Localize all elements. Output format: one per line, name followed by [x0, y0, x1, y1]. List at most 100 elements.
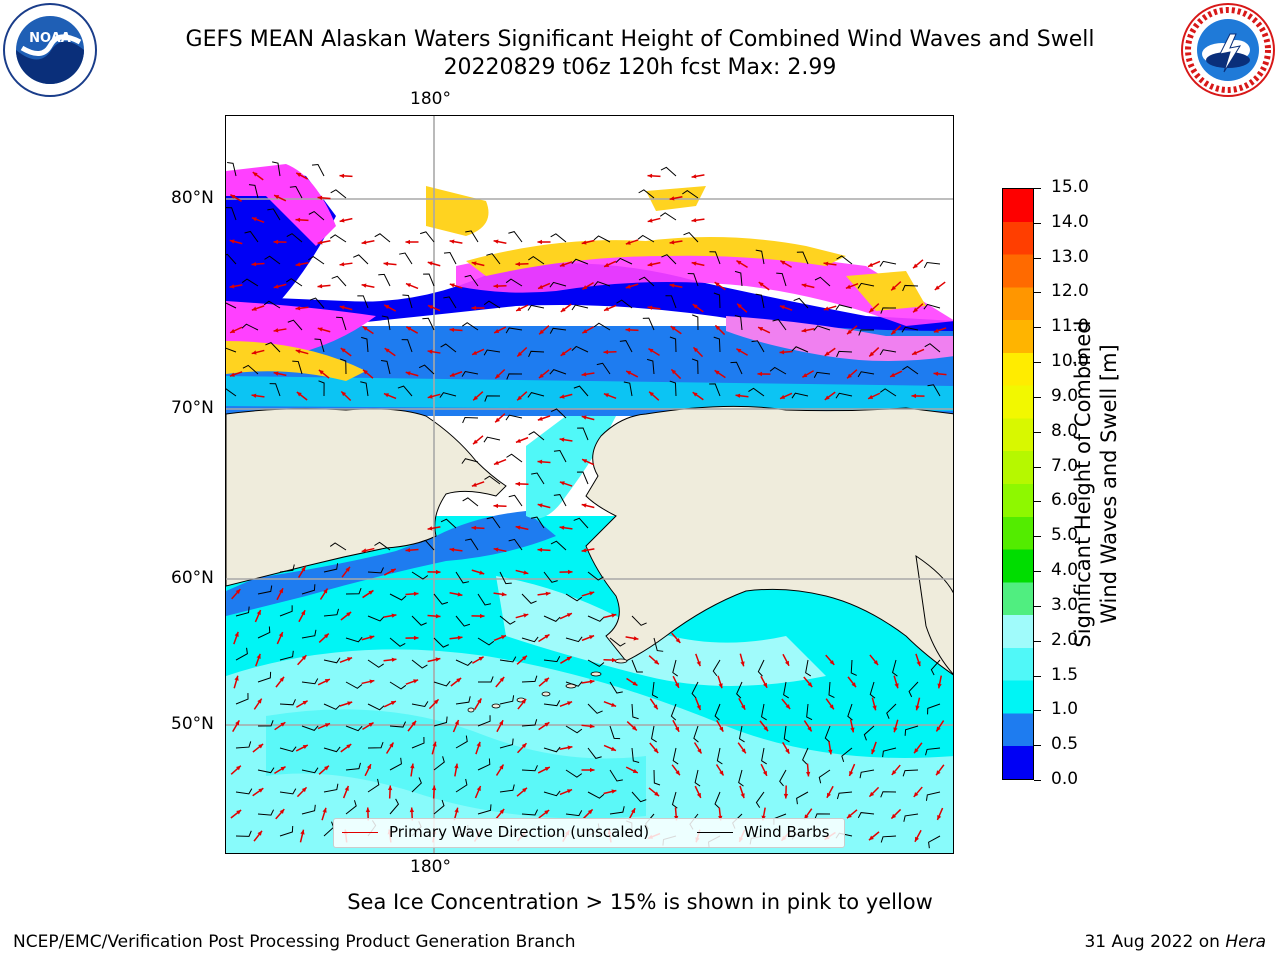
wind-barb — [565, 681, 583, 687]
wind-barb — [464, 538, 479, 551]
wave-direction-arrowhead — [631, 725, 637, 731]
wave-direction-arrowhead — [914, 748, 919, 754]
wave-direction-arrowhead — [383, 261, 389, 266]
wind-barb — [836, 255, 853, 265]
wave-direction-arrowhead — [937, 683, 942, 689]
wave-direction-arrowhead — [647, 305, 653, 310]
wave-direction-arrowhead — [537, 416, 543, 421]
wind-barb — [550, 540, 567, 551]
wave-direction-arrowhead — [691, 218, 697, 223]
lat-label-80n: 80°N — [171, 188, 214, 208]
wave-direction-arrowhead — [449, 327, 455, 333]
wind-barb — [637, 234, 655, 243]
wind-barb — [433, 680, 451, 687]
wind-barb — [483, 300, 501, 309]
wind-barb — [439, 392, 457, 398]
wave-direction-arrowhead — [869, 351, 875, 357]
wave-direction-arrowhead — [763, 726, 769, 732]
wind-barb — [550, 233, 567, 243]
wave-direction-arrowhead — [736, 260, 742, 265]
wind-barb — [378, 273, 391, 287]
wave-direction-arrowhead — [301, 610, 306, 616]
wave-direction-arrowhead — [515, 481, 521, 487]
wave-direction-arrowhead — [347, 701, 353, 706]
wave-direction-arrowhead — [559, 437, 565, 442]
wind-barb — [847, 703, 853, 721]
wave-direction-arrowhead — [390, 701, 396, 706]
wave-direction-arrowhead — [559, 525, 565, 530]
wind-barb — [353, 254, 369, 265]
wind-barb — [433, 716, 448, 727]
wave-direction-arrowhead — [785, 704, 791, 710]
wind-barb — [543, 790, 561, 797]
wind-barb — [691, 358, 699, 375]
wave-direction-arrowhead — [913, 307, 918, 313]
wind-barb — [226, 347, 237, 353]
lat-label-60n: 60°N — [171, 568, 214, 588]
wave-direction-arrowhead — [391, 613, 397, 618]
wind-barb — [734, 314, 743, 331]
wave-direction-arrowhead — [824, 395, 830, 400]
wind-barb — [879, 388, 897, 397]
wind-barb — [653, 637, 664, 652]
wind-barb — [828, 681, 835, 699]
wind-barb — [499, 695, 515, 705]
wind-barb — [397, 385, 413, 397]
wind-barb — [927, 703, 941, 715]
colorbar-tick-label: 11.0 — [1051, 316, 1089, 337]
wave-direction-arrowhead — [823, 306, 829, 311]
wave-direction-arrowhead — [868, 835, 874, 841]
wind-barb — [257, 626, 271, 639]
legend-barb-swatch — [697, 832, 733, 833]
wind-barb — [462, 497, 479, 507]
wave-direction-arrowhead — [587, 809, 593, 815]
wind-barb — [301, 584, 316, 595]
wind-barb — [345, 636, 363, 643]
wind-barb — [361, 336, 369, 353]
wave-direction-arrowhead — [405, 371, 411, 376]
wave-direction-arrowhead — [611, 702, 617, 707]
wave-direction-arrowhead — [691, 261, 697, 266]
wave-direction-arrowhead — [779, 349, 785, 355]
wave-direction-arrowhead — [295, 217, 301, 223]
wave-direction-arrowhead — [647, 218, 653, 223]
wind-barb — [748, 387, 765, 397]
swell-band-2 — [266, 709, 646, 819]
colorbar-tick-mark — [1034, 780, 1041, 781]
wind-barb — [587, 703, 603, 714]
wind-barb — [670, 703, 677, 721]
wave-direction-arrowhead — [740, 661, 745, 667]
wave-direction-arrowhead — [517, 351, 523, 357]
footer-date: 31 Aug 2022 on Hera — [1084, 932, 1266, 952]
wind-barb — [521, 765, 538, 772]
wind-barb — [593, 281, 611, 287]
wave-direction-arrowhead — [230, 328, 236, 333]
wind-barb — [793, 297, 809, 309]
wave-direction-arrowhead — [829, 660, 835, 665]
wind-barb — [367, 567, 384, 574]
wind-barb — [543, 615, 561, 622]
wave-direction-arrowhead — [413, 679, 419, 684]
wind-barb — [813, 371, 831, 378]
wave-direction-arrowhead — [736, 348, 742, 353]
wave-direction-arrowhead — [317, 284, 323, 289]
wave-direction-arrowhead — [235, 720, 240, 726]
wave-direction-arrowhead — [279, 676, 285, 682]
wind-barb — [691, 681, 699, 699]
wave-direction-arrowhead — [405, 283, 411, 288]
wave-direction-arrowhead — [433, 699, 439, 705]
canada-coast — [915, 554, 953, 675]
wind-barb — [596, 362, 611, 375]
wind-barb — [226, 207, 237, 221]
wave-direction-arrowhead — [476, 741, 481, 747]
wind-barb — [499, 784, 515, 793]
wave-direction-arrowhead — [273, 371, 279, 376]
wind-barb — [289, 186, 303, 199]
wave-direction-arrowhead — [625, 240, 631, 245]
wind-barb — [329, 234, 347, 243]
wave-direction-arrowhead — [567, 745, 573, 750]
wave-direction-arrowhead — [391, 657, 397, 662]
wave-direction-arrowhead — [697, 748, 702, 754]
wave-direction-arrowhead — [696, 792, 701, 798]
wind-barb — [279, 788, 297, 795]
